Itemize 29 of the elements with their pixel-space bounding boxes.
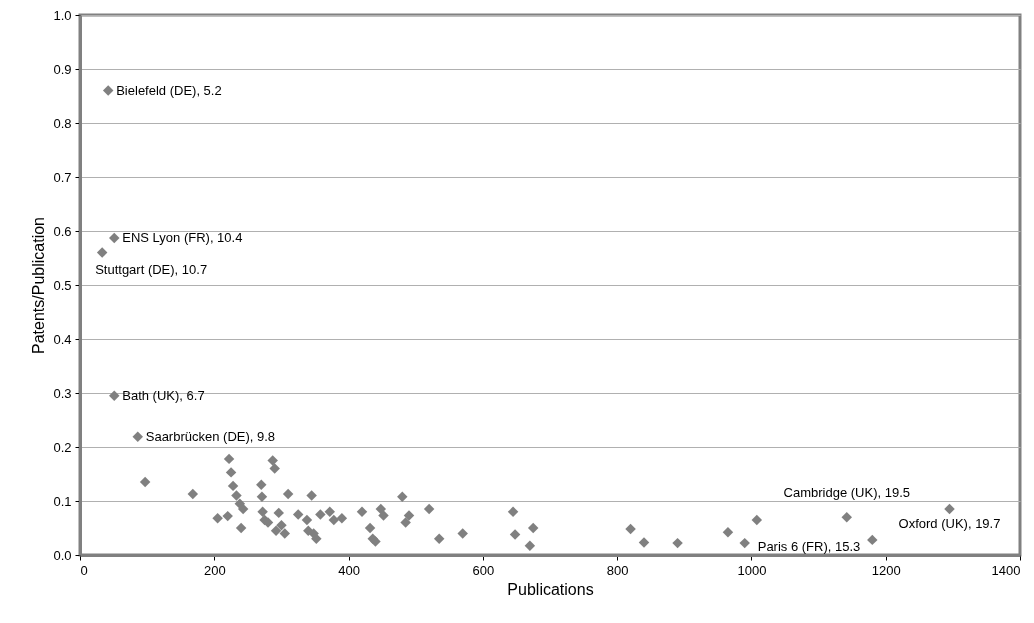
y-tick-label: 0.3: [53, 385, 72, 401]
y-tick-label: 0.4: [53, 331, 72, 347]
x-tick-label: 600: [472, 562, 495, 578]
annotation: Oxford (UK), 19.7: [898, 516, 1001, 532]
x-tick-label: 800: [606, 562, 629, 578]
annotation: Stuttgart (DE), 10.7: [95, 261, 208, 277]
y-tick-label: 0.1: [53, 493, 72, 509]
annotation: Bielefeld (DE), 5.2: [116, 82, 222, 98]
x-tick-label: 400: [338, 562, 360, 578]
x-tick-label: 200: [203, 562, 226, 578]
annotation: Bath (UK), 6.7: [122, 387, 205, 403]
x-axis-title: Publications: [507, 580, 594, 598]
y-tick-label: 0.8: [53, 115, 72, 131]
x-tick-label: 1200: [871, 562, 901, 578]
y-tick-label: 0.0: [53, 547, 72, 563]
y-tick-label: 1.0: [53, 7, 72, 23]
x-tick-label: 1000: [737, 562, 767, 578]
annotation: Paris 6 (FR), 15.3: [757, 539, 861, 555]
y-tick-label: 0.2: [53, 439, 72, 455]
y-tick-label: 0.6: [53, 223, 72, 239]
x-tick-label: 1400: [991, 562, 1021, 578]
annotation: ENS Lyon (FR), 10.4: [122, 230, 243, 246]
annotation: Cambridge (UK), 19.5: [783, 485, 910, 501]
y-tick-label: 0.7: [53, 169, 72, 185]
y-tick-label: 0.5: [53, 277, 72, 293]
y-tick-label: 0.9: [53, 61, 72, 77]
y-axis-title: Patents/Publication: [30, 217, 48, 354]
x-tick-label: 0: [80, 562, 88, 578]
annotation: Saarbrücken (DE), 9.8: [145, 428, 276, 444]
